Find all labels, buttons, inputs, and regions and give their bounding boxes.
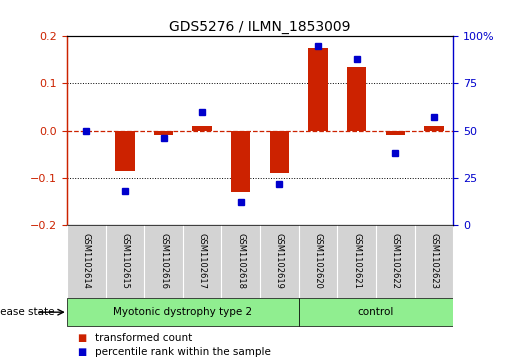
Text: control: control bbox=[358, 307, 394, 317]
Bar bbox=[386, 131, 405, 135]
Text: Myotonic dystrophy type 2: Myotonic dystrophy type 2 bbox=[113, 307, 252, 317]
Bar bbox=[193, 126, 212, 131]
Title: GDS5276 / ILMN_1853009: GDS5276 / ILMN_1853009 bbox=[169, 20, 351, 34]
Bar bbox=[67, 298, 299, 326]
Text: GSM1102617: GSM1102617 bbox=[198, 233, 207, 289]
Text: GSM1102620: GSM1102620 bbox=[314, 233, 322, 289]
Text: GSM1102615: GSM1102615 bbox=[121, 233, 129, 289]
Bar bbox=[231, 131, 250, 192]
Text: GSM1102618: GSM1102618 bbox=[236, 233, 245, 289]
Text: transformed count: transformed count bbox=[95, 333, 193, 343]
Text: GSM1102622: GSM1102622 bbox=[391, 233, 400, 289]
Bar bbox=[299, 298, 453, 326]
Bar bbox=[115, 131, 134, 171]
Text: ■: ■ bbox=[77, 333, 87, 343]
Bar bbox=[270, 131, 289, 173]
Bar bbox=[308, 48, 328, 131]
Bar bbox=[154, 131, 173, 135]
Text: GSM1102616: GSM1102616 bbox=[159, 233, 168, 289]
Text: percentile rank within the sample: percentile rank within the sample bbox=[95, 347, 271, 357]
Bar bbox=[347, 67, 366, 131]
Text: disease state: disease state bbox=[0, 307, 54, 317]
Text: GSM1102621: GSM1102621 bbox=[352, 233, 361, 289]
Text: GSM1102623: GSM1102623 bbox=[430, 233, 438, 289]
Text: GSM1102619: GSM1102619 bbox=[275, 233, 284, 289]
Bar bbox=[424, 126, 443, 131]
Text: ■: ■ bbox=[77, 347, 87, 357]
Text: GSM1102614: GSM1102614 bbox=[82, 233, 91, 289]
